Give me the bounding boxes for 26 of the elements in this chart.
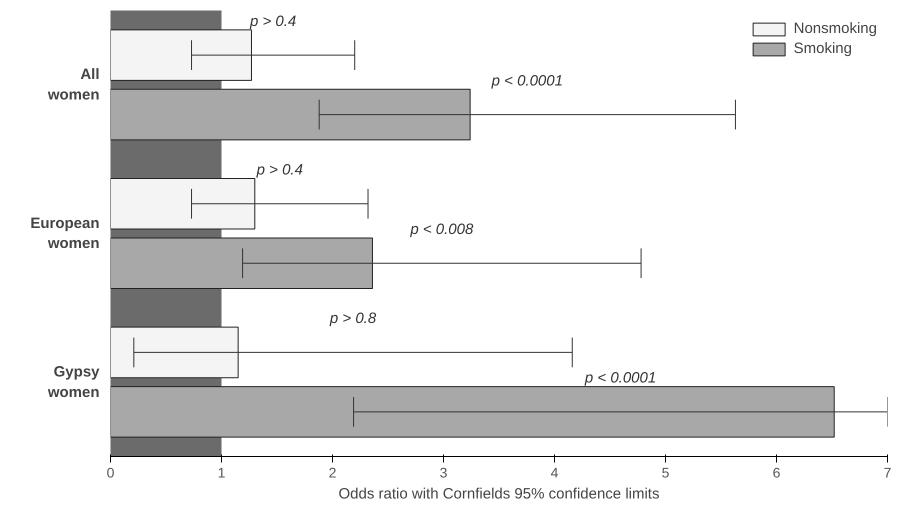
x-tick-label: 7: [884, 464, 892, 480]
bar: [110, 386, 835, 438]
annotation: p > 0.8: [328, 310, 377, 328]
bar: [110, 88, 471, 140]
annotation: p > 0.4: [256, 161, 303, 178]
annotation: p < 0.0001: [490, 72, 563, 90]
x-tick-label: 6: [772, 464, 781, 480]
bar: [110, 237, 373, 290]
y-tick-label: Gypsy women: [46, 363, 100, 401]
bar: [110, 178, 256, 230]
x-axis-title: Odds ratio with Cornfields 95% confidence limits: [338, 486, 660, 502]
annotation: p < 0.008: [409, 220, 474, 238]
legend-label: Nonsmoking: [794, 20, 877, 37]
x-tick-label: 4: [550, 464, 559, 480]
y-tick-label: All women: [46, 66, 100, 104]
x-tick-label: 0: [106, 464, 115, 480]
x-tick-label: 1: [218, 464, 226, 480]
y-tick-label: European women: [30, 214, 100, 252]
annotation: p < 0.0001: [584, 370, 656, 387]
bar: [110, 29, 252, 81]
bar: [110, 326, 239, 378]
x-tick-label: 3: [440, 464, 448, 480]
x-tick-label: 2: [328, 464, 337, 480]
legend-label: Smoking: [794, 40, 852, 57]
x-tick-label: 5: [662, 464, 670, 480]
annotation: p > 0.4: [248, 12, 296, 30]
